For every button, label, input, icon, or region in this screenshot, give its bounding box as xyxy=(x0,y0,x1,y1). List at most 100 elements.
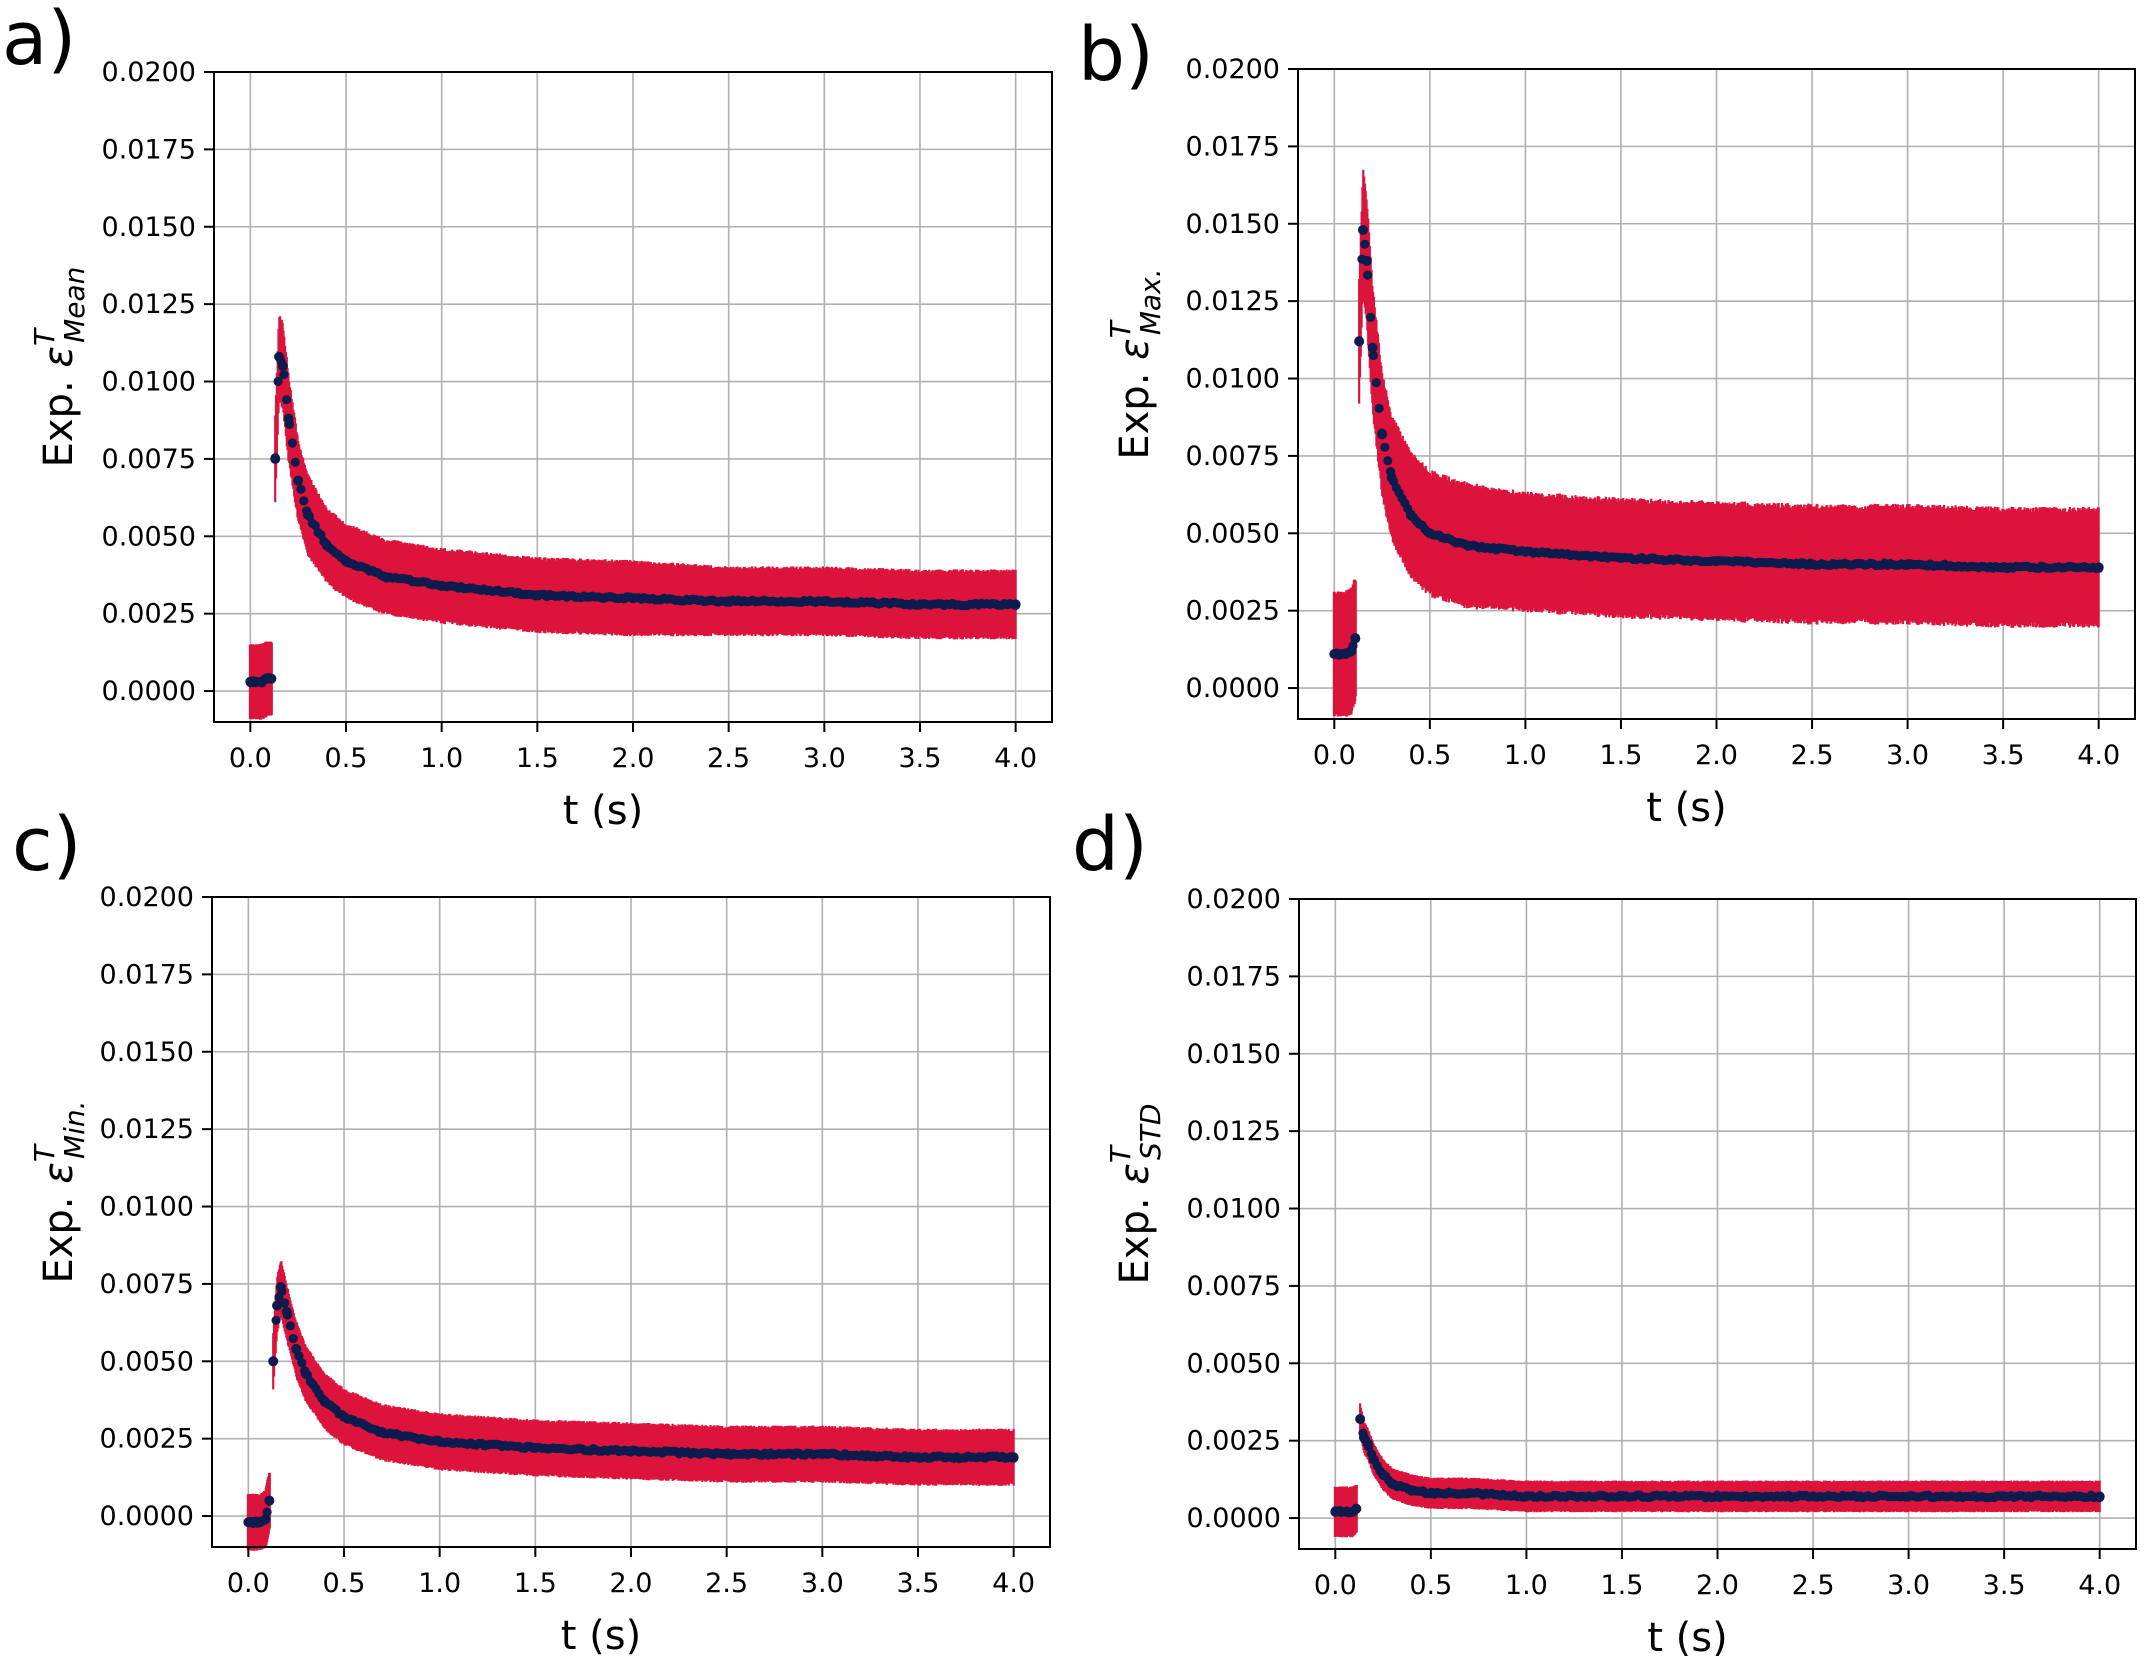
chart-b-xtick-label: 0.5 xyxy=(1408,740,1451,771)
chart-b-xtick-label: 3.0 xyxy=(1886,740,1929,771)
chart-c-point xyxy=(288,1333,298,1344)
panel-label-a: a) xyxy=(2,0,77,82)
chart-b-ytick-label: 0.0100 xyxy=(1186,364,1280,395)
chart-d: 0.0 0.5 1.0 1.5 2.0 2.5 3.0 3.5 4.00.00000.00250… xyxy=(1104,884,2137,1656)
chart-b-xtick-label: 0.0 xyxy=(1313,740,1356,771)
chart-c-ytick-label: 0.0050 xyxy=(100,1346,194,1377)
chart-a-ylabel-symbol: ε xyxy=(36,346,82,368)
chart-a-ylabel: Exp. εTMean xyxy=(28,267,91,468)
chart-b-xtick-label: 1.0 xyxy=(1504,740,1547,771)
chart-c-xtick-label: 4.0 xyxy=(992,1568,1035,1599)
chart-b-ylabel: Exp. εTMax. xyxy=(1104,268,1167,459)
chart-c-datapoint xyxy=(291,1343,302,1354)
chart-d-series-pre xyxy=(1330,1484,1362,1538)
chart-a-datapoint xyxy=(1010,599,1021,610)
chart-c-ylabel-symbol: ε xyxy=(36,1162,82,1184)
chart-a-datapoint xyxy=(914,599,925,610)
chart-b-xtick-label: 3.5 xyxy=(1982,740,2025,771)
chart-c-datapoint xyxy=(1008,1452,1019,1463)
chart-a-xtick-label: 4.0 xyxy=(994,743,1037,774)
chart-a-xtick-label: 3.5 xyxy=(899,743,942,774)
chart-c-ytick-label: 0.0100 xyxy=(100,1192,194,1223)
chart-c-xtick-label: 2.5 xyxy=(705,1568,748,1599)
chart-b-datapoint xyxy=(1357,224,1368,235)
chart-b-datapoint xyxy=(1902,559,1913,570)
chart-c-datapoint xyxy=(434,1436,445,1447)
chart-b-ylabel-subscript: Max. xyxy=(1134,268,1167,335)
chart-c-datapoint xyxy=(300,1368,311,1379)
chart-c-series-pre xyxy=(243,1472,275,1551)
chart-a-ytick-label: 0.0100 xyxy=(102,367,196,398)
chart-b-datapoint xyxy=(1807,559,1818,570)
chart-b-ytick-label: 0.0075 xyxy=(1186,441,1280,472)
chart-a-point xyxy=(299,496,309,506)
chart-c-xtick-label: 3.0 xyxy=(801,1568,844,1599)
chart-a-ylabel-prefix: Exp. xyxy=(36,368,82,468)
chart-c-datapoint xyxy=(268,1356,279,1367)
chart-b-ylabel-superscript: T xyxy=(1104,319,1137,338)
chart-b-datapoint xyxy=(1350,633,1361,644)
chart-a-ytick-label: 0.0075 xyxy=(102,444,196,475)
chart-b: 0.0 0.5 1.0 1.5 2.0 2.5 3.0 3.5 4.0 0.0000 0.0025 0… xyxy=(1104,54,2136,828)
chart-c-point xyxy=(285,1321,295,1331)
chart-c-ytick-label: 0.0125 xyxy=(100,1114,194,1145)
chart-c-datapoint xyxy=(260,1514,271,1525)
chart-c-ylabel-prefix: Exp. xyxy=(36,1184,82,1284)
chart-a-ytick-label: 0.0150 xyxy=(102,212,196,243)
chart-a-datapoint xyxy=(266,673,277,684)
chart-a-point xyxy=(279,370,289,380)
chart-b-point xyxy=(1374,403,1384,414)
chart-c-datapoint xyxy=(319,1396,330,1407)
chart-b-point xyxy=(1371,378,1381,388)
chart-c-xtick-label: 1.5 xyxy=(514,1568,557,1599)
chart-a-point xyxy=(282,395,292,405)
chart-b-point xyxy=(1380,442,1390,452)
chart-c-datapoint xyxy=(377,1427,388,1438)
chart-c-datapoint xyxy=(912,1452,923,1463)
chart-a-point xyxy=(310,520,320,531)
chart-a-ytick-label: 0.0025 xyxy=(102,599,196,630)
chart-c-ytick-label: 0.0150 xyxy=(100,1037,194,1068)
chart-a-ylabel-subscript: Mean xyxy=(58,267,91,343)
chart-a-datapoint xyxy=(302,509,313,520)
chart-b-datapoint xyxy=(1386,472,1397,483)
chart-c-xtick-label: 1.0 xyxy=(418,1568,461,1599)
chart-b-datapoint xyxy=(1998,562,2009,573)
chart-c-xlabel: t (s) xyxy=(561,1613,641,1656)
chart-a-xtick-label: 2.5 xyxy=(707,743,750,774)
chart-b-xtick-label: 1.5 xyxy=(1599,740,1642,771)
panel-label-b: b) xyxy=(1078,12,1154,98)
chart-b-ytick-label: 0.0200 xyxy=(1186,54,1280,85)
chart-b-point xyxy=(1360,239,1370,249)
chart-a-datapoint xyxy=(341,556,352,567)
chart-c-xtick-label: 3.5 xyxy=(897,1568,940,1599)
chart-b-datapoint xyxy=(2093,562,2104,573)
chart-a-ytick-label: 0.0125 xyxy=(102,289,196,320)
chart-a-point xyxy=(287,438,297,448)
chart-a-xtick-label: 0.5 xyxy=(325,743,368,774)
chart-b-point xyxy=(1368,350,1379,361)
chart-b-ytick-label: 0.0150 xyxy=(1186,209,1280,240)
chart-b-ytick-label: 0.0025 xyxy=(1186,596,1280,627)
chart-c-datapoint xyxy=(272,1300,283,1311)
chart-c-xtick-label: 0.5 xyxy=(323,1568,366,1599)
chart-c-ylabel-superscript: T xyxy=(28,1143,61,1162)
chart-b-datapoint xyxy=(1520,546,1531,557)
chart-a-ytick-label: 0.0000 xyxy=(102,676,196,707)
chart-a-datapoint xyxy=(628,593,638,604)
chart-a-xtick-label: 3.0 xyxy=(803,743,846,774)
chart-c-point xyxy=(280,1298,290,1308)
chart-c-ytick-label: 0.0025 xyxy=(100,1424,194,1455)
chart-c-ytick-label: 0.0200 xyxy=(100,882,194,913)
chart-a: 0.0 0.5 1.0 1.5 2.0 2.5 3.0 3.5 4.0 0.0000 0.0025 0… xyxy=(28,57,1053,828)
chart-b-datapoint xyxy=(1405,509,1416,520)
chart-b-datapoint xyxy=(1354,336,1365,347)
chart-b-ytick-label: 0.0125 xyxy=(1186,286,1280,317)
chart-c-point xyxy=(271,1315,281,1325)
chart-a-datapoint xyxy=(819,596,830,607)
chart-a-series-transient xyxy=(270,316,1021,640)
chart-b-xtick-label: 2.5 xyxy=(1791,740,1834,771)
chart-b-xtick-label: 2.0 xyxy=(1695,740,1738,771)
chart-b-datapoint xyxy=(1424,528,1435,539)
